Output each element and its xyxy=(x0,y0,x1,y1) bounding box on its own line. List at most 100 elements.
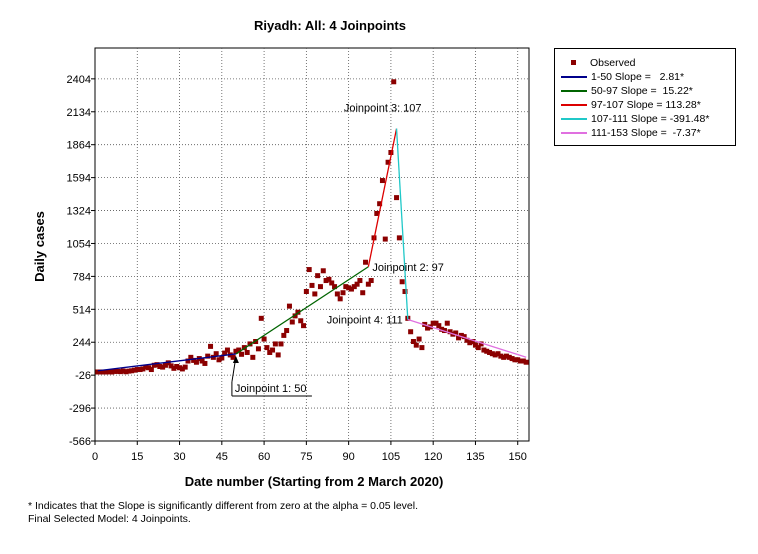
y-tick-label: 1594 xyxy=(67,173,91,185)
legend-segment-2-label: 50-97 Slope = 15.22* xyxy=(591,84,693,97)
observed-point xyxy=(484,348,490,354)
observed-point xyxy=(205,353,211,359)
observed-point xyxy=(475,345,481,351)
observed-point xyxy=(267,349,273,355)
observed-point xyxy=(357,278,363,284)
observed-point xyxy=(377,201,383,207)
observed-point xyxy=(160,364,166,370)
observed-point xyxy=(334,291,340,297)
observed-point xyxy=(365,281,371,287)
observed-point xyxy=(315,273,321,279)
observed-point xyxy=(458,332,464,338)
observed-point xyxy=(219,355,225,361)
observed-point xyxy=(134,367,140,373)
observed-point xyxy=(396,235,402,241)
observed-point xyxy=(261,336,267,342)
observed-point xyxy=(317,284,323,290)
observed-point xyxy=(295,309,301,315)
joinpoint-label-1: Joinpoint 1: 50 xyxy=(235,383,307,395)
observed-point xyxy=(174,363,180,369)
y-tick-label: 1054 xyxy=(67,238,91,250)
y-tick-label: -26 xyxy=(75,370,91,382)
observed-point xyxy=(441,328,447,334)
observed-point xyxy=(236,347,242,353)
segment-line-4 xyxy=(395,128,409,320)
observed-point xyxy=(309,282,315,288)
observed-point xyxy=(103,369,109,375)
segment-line-2 xyxy=(235,266,369,355)
observed-point xyxy=(106,369,112,375)
observed-point xyxy=(487,349,493,355)
observed-point xyxy=(410,339,416,345)
observed-point xyxy=(503,353,509,359)
observed-point xyxy=(433,320,439,326)
observed-marker-icon xyxy=(571,60,576,65)
observed-point xyxy=(210,354,216,360)
y-tick-label: 1324 xyxy=(67,206,91,218)
observed-point xyxy=(303,289,309,295)
observed-point xyxy=(337,296,343,302)
joinpoint-label-2: Joinpoint 2: 97 xyxy=(372,262,444,274)
legend-item-segment-5: 111-153 Slope = -7.37* xyxy=(561,126,701,139)
significance-footnote: * Indicates that the Slope is significan… xyxy=(28,500,418,512)
observed-point xyxy=(129,368,135,374)
observed-point xyxy=(379,178,385,184)
observed-point xyxy=(143,364,149,370)
observed-point xyxy=(523,359,529,365)
legend-item-segment-1: 1-50 Slope = 2.81* xyxy=(561,70,684,83)
x-tick-label: 75 xyxy=(300,451,312,463)
observed-point xyxy=(340,290,346,296)
observed-point xyxy=(343,284,349,290)
observed-point xyxy=(115,368,121,374)
observed-point xyxy=(244,349,250,355)
observed-point xyxy=(320,268,326,274)
observed-point xyxy=(168,363,174,369)
segment-1-line-icon xyxy=(561,75,587,78)
observed-point xyxy=(117,369,123,375)
observed-point xyxy=(408,329,414,335)
legend-item-segment-2: 50-97 Slope = 15.22* xyxy=(561,84,693,97)
observed-point xyxy=(179,366,185,372)
observed-point xyxy=(399,279,405,285)
observed-point xyxy=(202,360,208,366)
observed-point xyxy=(515,357,521,363)
x-tick-label: 0 xyxy=(92,451,98,463)
observed-point xyxy=(270,347,276,353)
x-tick-label: 30 xyxy=(173,451,185,463)
legend-segment-3-label: 97-107 Slope = 113.28* xyxy=(591,98,701,111)
segment-3-line-icon xyxy=(561,103,587,106)
observed-point xyxy=(137,367,143,373)
x-tick-label: 135 xyxy=(466,451,484,463)
legend-segment-1-label: 1-50 Slope = 2.81* xyxy=(591,70,685,83)
y-tick-label: 514 xyxy=(73,304,91,316)
observed-point xyxy=(112,368,118,374)
observed-point xyxy=(388,149,394,155)
observed-point xyxy=(275,352,281,358)
observed-point xyxy=(492,352,498,358)
observed-point xyxy=(425,325,431,331)
observed-point xyxy=(258,315,264,321)
observed-point xyxy=(351,284,357,290)
observed-point xyxy=(385,159,391,165)
observed-point xyxy=(148,367,154,373)
legend-item-observed: Observed xyxy=(561,56,636,69)
plot-area xyxy=(94,47,530,442)
observed-point xyxy=(199,358,205,364)
observed-point xyxy=(456,335,462,341)
observed-point xyxy=(512,357,518,363)
observed-point xyxy=(495,351,501,357)
observed-point xyxy=(467,340,473,346)
observed-point xyxy=(151,362,157,368)
observed-point xyxy=(95,369,101,375)
observed-point xyxy=(470,339,476,345)
observed-point xyxy=(98,369,104,375)
observed-point xyxy=(233,348,239,354)
observed-point xyxy=(109,369,115,375)
observed-point xyxy=(250,354,256,360)
observed-point xyxy=(326,276,332,282)
x-tick-label: 105 xyxy=(382,451,400,463)
observed-point xyxy=(323,278,329,284)
observed-point xyxy=(191,357,197,363)
observed-point xyxy=(439,326,445,332)
